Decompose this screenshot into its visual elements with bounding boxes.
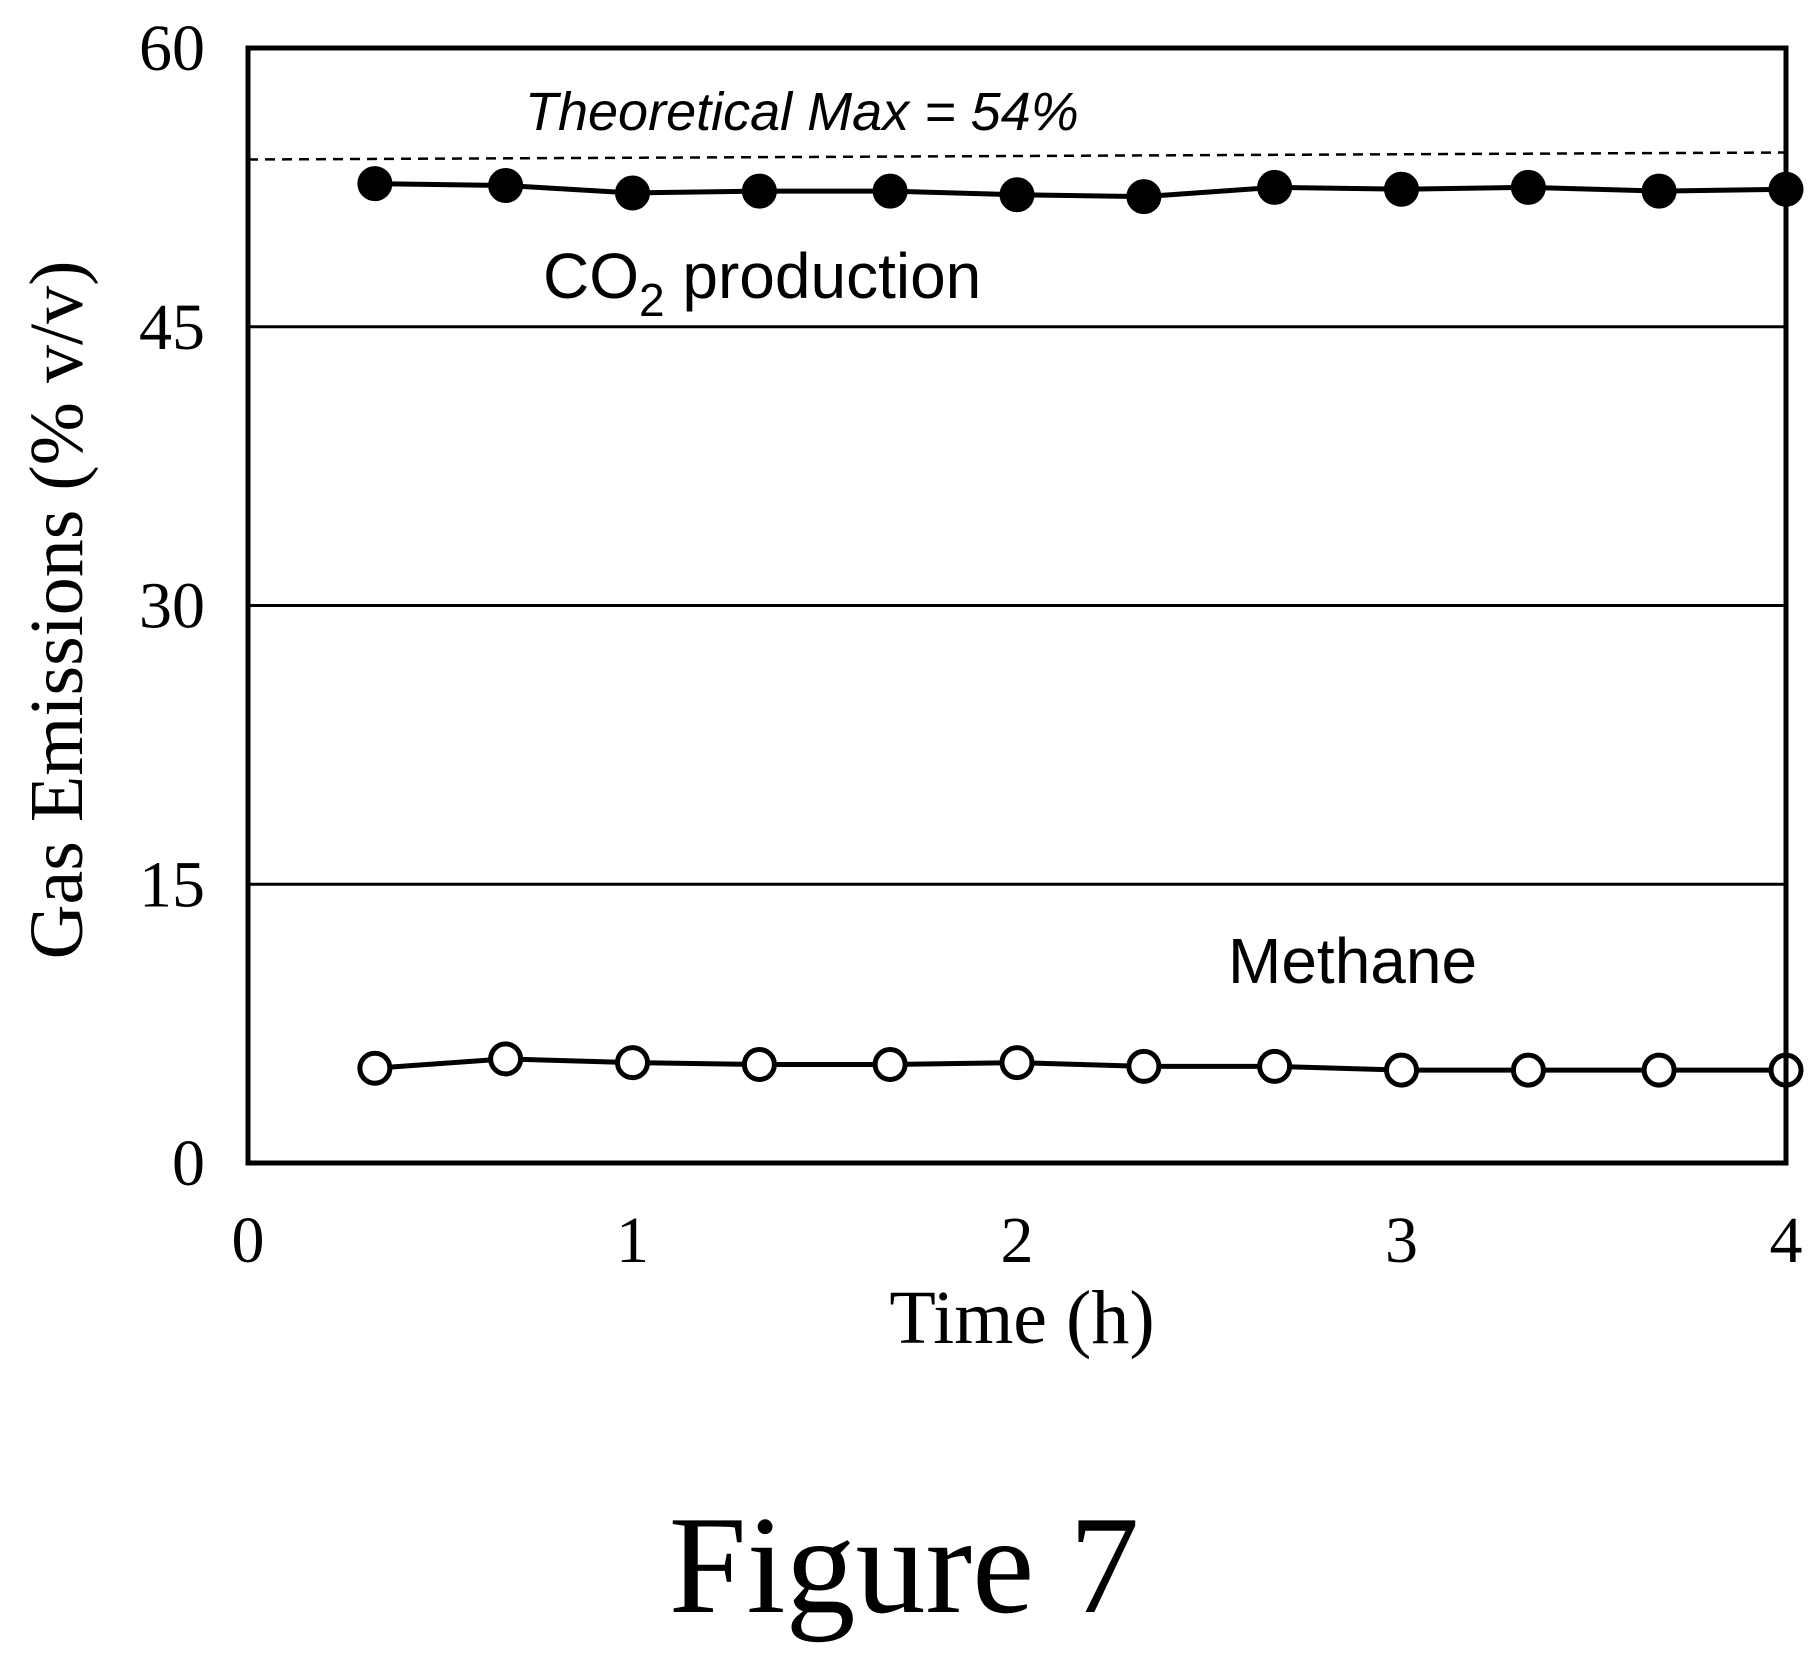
figure-caption: Figure 7 — [669, 1488, 1140, 1643]
co2-data-point — [999, 177, 1035, 213]
co2-series-label: CO2 production — [543, 240, 981, 326]
co2-data-point — [615, 175, 650, 211]
co2-data-point — [1510, 169, 1546, 205]
y-tick-labels: 0 15 30 45 60 — [139, 12, 205, 1200]
co2-data-point — [488, 168, 524, 204]
methane-data-point — [999, 1045, 1035, 1081]
co2-data-point — [872, 173, 908, 209]
methane-data-point — [1510, 1052, 1546, 1088]
theoretical-max-label: Theoretical Max = 54% — [525, 82, 1079, 142]
co2-label-subscript: 2 — [639, 274, 665, 326]
methane-data-point — [1641, 1052, 1677, 1088]
y-tick-label: 45 — [139, 291, 205, 364]
methane-data-point — [1257, 1048, 1293, 1084]
methane-data-point — [488, 1041, 524, 1077]
theoretical-max-line-group — [247, 151, 1787, 161]
co2-data-point — [741, 173, 777, 209]
x-tick-label: 0 — [232, 1204, 265, 1277]
y-tick-label: 60 — [139, 12, 205, 85]
y-tick-label: 0 — [172, 1127, 205, 1200]
plot-frame — [245, 45, 1789, 1166]
y-tick-label: 15 — [139, 848, 205, 921]
methane-data-point — [1126, 1048, 1162, 1084]
grid-lines — [248, 325, 1786, 886]
y-axis-label: Gas Emissions (% v/v) — [15, 261, 99, 960]
co2-label-suffix: production — [665, 240, 982, 312]
y-tick-label: 30 — [139, 570, 205, 643]
theoretical-max-line — [247, 151, 1787, 161]
co2-data-point — [357, 166, 393, 202]
methane-series-label: Methane — [1228, 925, 1477, 997]
methane-data-point — [872, 1047, 908, 1083]
co2-data-point — [1641, 173, 1677, 209]
co2-data-point — [1257, 169, 1293, 205]
x-tick-label: 4 — [1770, 1204, 1803, 1277]
co2-data-point — [1126, 179, 1162, 215]
x-tick-labels: 0 1 2 3 4 — [232, 1204, 1803, 1277]
x-tick-label: 2 — [1001, 1204, 1034, 1277]
x-axis-label: Time (h) — [889, 1276, 1154, 1360]
methane-data-point — [1384, 1052, 1419, 1088]
methane-data-point — [615, 1045, 650, 1081]
x-tick-label: 3 — [1385, 1204, 1418, 1277]
methane-data-point — [357, 1050, 393, 1086]
series-group — [357, 166, 1804, 1088]
methane-data-point — [741, 1047, 777, 1083]
methane-series-line — [374, 1056, 1786, 1073]
co2-data-point — [1384, 171, 1419, 207]
co2-label-prefix: CO — [543, 240, 639, 312]
co2-series-line — [374, 181, 1787, 200]
x-tick-label: 1 — [616, 1204, 649, 1277]
